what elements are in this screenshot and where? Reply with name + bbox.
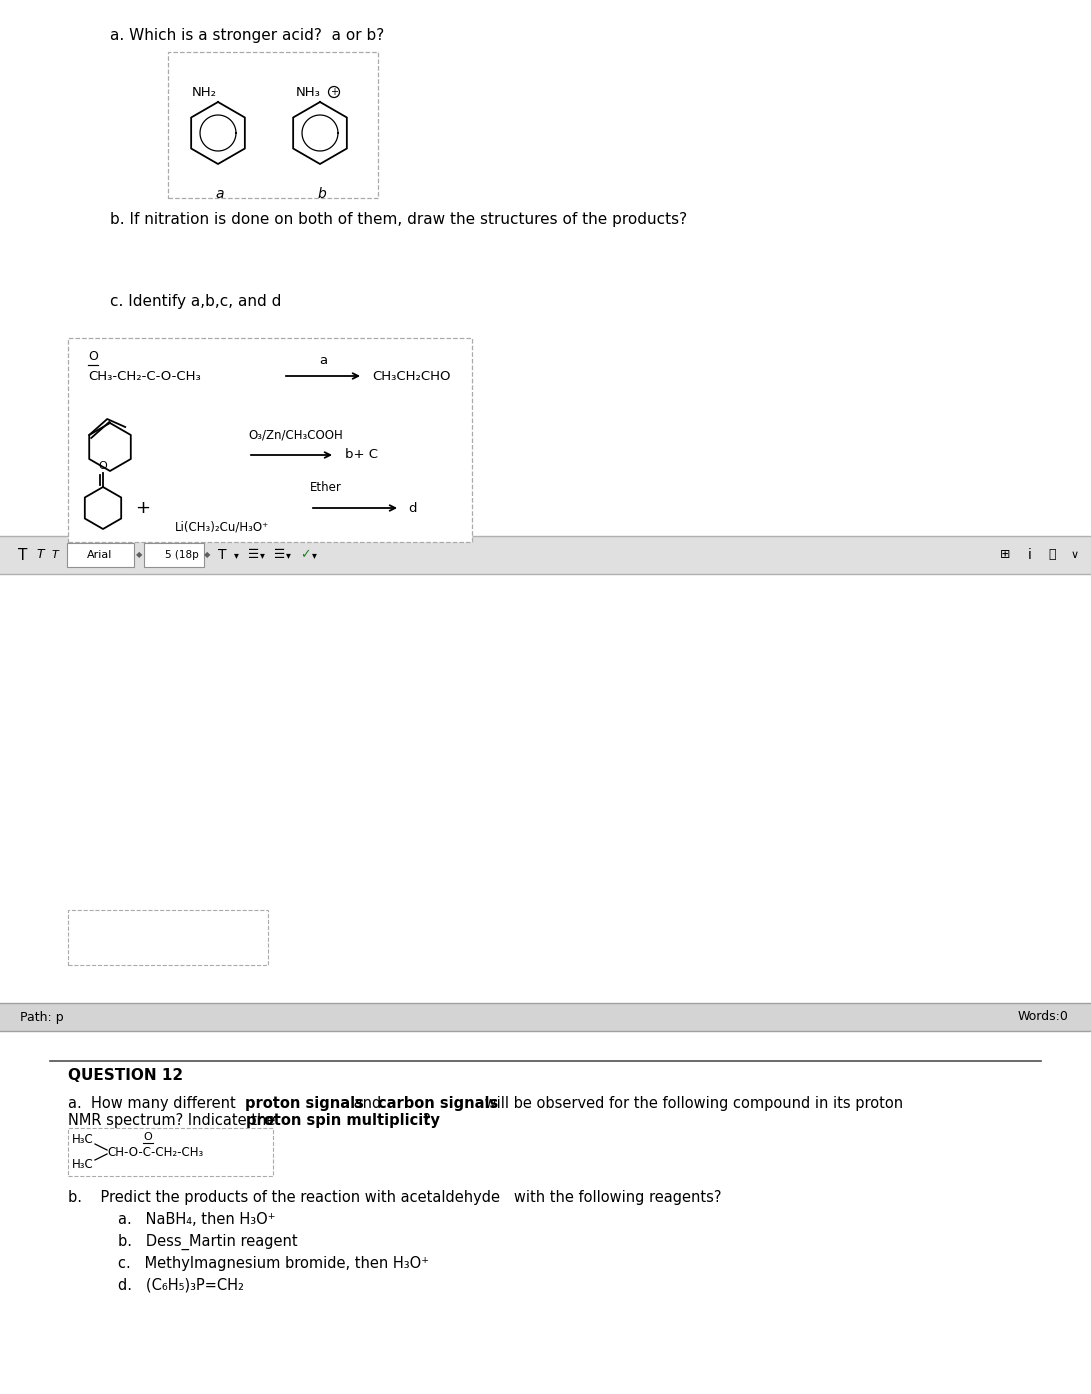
Text: Li(CH₃)₂Cu/H₃O⁺: Li(CH₃)₂Cu/H₃O⁺ <box>175 521 269 534</box>
Text: d: d <box>408 502 417 514</box>
FancyBboxPatch shape <box>67 544 134 567</box>
Text: b: b <box>317 187 326 201</box>
Text: ▾: ▾ <box>233 551 239 560</box>
Text: Arial: Arial <box>87 551 112 560</box>
Text: a: a <box>215 187 224 201</box>
Text: b+ C: b+ C <box>345 449 377 461</box>
Text: carbon signals: carbon signals <box>377 1096 499 1111</box>
FancyBboxPatch shape <box>144 544 204 567</box>
Text: ⊞: ⊞ <box>999 548 1010 562</box>
Text: NMR spectrum? Indicate the: NMR spectrum? Indicate the <box>68 1112 280 1128</box>
Text: CH₃-CH₂-C-O-CH₃: CH₃-CH₂-C-O-CH₃ <box>88 369 201 382</box>
FancyBboxPatch shape <box>68 910 268 965</box>
FancyBboxPatch shape <box>68 1128 273 1177</box>
Text: ◆: ◆ <box>204 551 211 559</box>
FancyBboxPatch shape <box>0 1032 1091 1394</box>
Text: +: + <box>135 499 151 517</box>
Text: Path: p: Path: p <box>20 1011 63 1023</box>
Text: b. If nitration is done on both of them, draw the structures of the products?: b. If nitration is done on both of them,… <box>110 212 687 227</box>
Text: NH₂: NH₂ <box>192 86 217 99</box>
Text: 5 (18p: 5 (18p <box>165 551 199 560</box>
Text: CH-O-C-CH₂-CH₃: CH-O-C-CH₂-CH₃ <box>107 1146 203 1158</box>
Text: O: O <box>98 461 107 471</box>
Text: +: + <box>329 86 338 98</box>
Text: ▾: ▾ <box>286 551 291 560</box>
Text: a.  How many different: a. How many different <box>68 1096 240 1111</box>
Text: ◆: ◆ <box>136 551 143 559</box>
Text: T: T <box>17 548 27 563</box>
Text: ☰: ☰ <box>248 548 260 562</box>
Text: a.   NaBH₄, then H₃O⁺: a. NaBH₄, then H₃O⁺ <box>118 1211 276 1227</box>
FancyBboxPatch shape <box>168 52 377 198</box>
Text: H₃C: H₃C <box>72 1158 94 1171</box>
Text: QUESTION 12: QUESTION 12 <box>68 1068 183 1083</box>
Text: and: and <box>349 1096 386 1111</box>
FancyBboxPatch shape <box>0 537 1091 574</box>
Text: will be observed for the following compound in its proton: will be observed for the following compo… <box>480 1096 903 1111</box>
Text: T: T <box>36 548 44 562</box>
Text: d.   (C₆H₅)₃P=CH₂: d. (C₆H₅)₃P=CH₂ <box>118 1278 244 1294</box>
Text: T: T <box>218 548 227 562</box>
Text: b.    Predict the products of the reaction with acetaldehyde   with the followin: b. Predict the products of the reaction … <box>68 1190 721 1204</box>
Text: ⛶: ⛶ <box>1048 548 1056 562</box>
Text: b.   Dess_Martin reagent: b. Dess_Martin reagent <box>118 1234 298 1250</box>
FancyBboxPatch shape <box>68 337 472 542</box>
Text: T: T <box>52 551 59 560</box>
FancyBboxPatch shape <box>0 1004 1091 1032</box>
Text: Words:0: Words:0 <box>1017 1011 1068 1023</box>
Text: proton signals: proton signals <box>245 1096 364 1111</box>
Text: NH₃: NH₃ <box>296 86 321 99</box>
Text: ☰: ☰ <box>274 548 285 562</box>
Text: O₃/Zn/CH₃COOH: O₃/Zn/CH₃COOH <box>248 428 343 441</box>
Text: O: O <box>88 350 98 362</box>
FancyBboxPatch shape <box>0 0 1091 1032</box>
Text: H₃C: H₃C <box>72 1133 94 1146</box>
Text: proton spin multiplicity: proton spin multiplicity <box>245 1112 440 1128</box>
Text: c.   Methylmagnesium bromide, then H₃O⁺: c. Methylmagnesium bromide, then H₃O⁺ <box>118 1256 429 1271</box>
Text: a: a <box>319 354 327 367</box>
Text: ✓: ✓ <box>300 548 311 562</box>
Text: i: i <box>1028 548 1032 562</box>
Text: ?: ? <box>423 1112 431 1128</box>
Text: Ether: Ether <box>310 481 341 493</box>
Text: a. Which is a stronger acid?  a or b?: a. Which is a stronger acid? a or b? <box>110 28 384 43</box>
Text: O: O <box>144 1132 153 1142</box>
Text: ▾: ▾ <box>312 551 316 560</box>
Text: ∨: ∨ <box>1071 551 1079 560</box>
Text: ▾: ▾ <box>260 551 265 560</box>
Text: c. Identify a,b,c, and d: c. Identify a,b,c, and d <box>110 294 281 309</box>
Text: CH₃CH₂CHO: CH₃CH₂CHO <box>372 369 451 382</box>
